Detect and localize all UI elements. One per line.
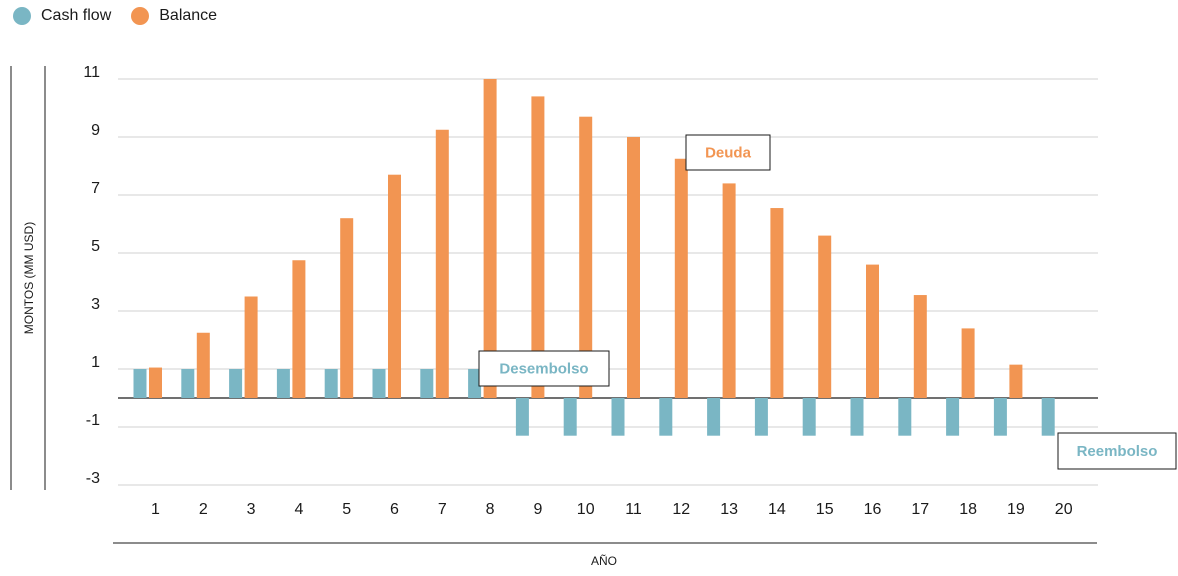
y-tick-label: 11 xyxy=(83,64,100,81)
x-tick-label: 11 xyxy=(625,501,642,518)
x-tick-label: 3 xyxy=(247,501,256,518)
bar-balance xyxy=(913,295,927,398)
bar-cash-flow xyxy=(993,398,1007,436)
y-tick-label: 3 xyxy=(91,296,100,313)
bar-cash-flow xyxy=(563,398,577,436)
bar-cash-flow xyxy=(707,398,721,436)
bar-cash-flow xyxy=(946,398,960,436)
y-tick-label: 5 xyxy=(91,238,100,255)
legend-swatch-cash-flow xyxy=(13,7,31,25)
annotation-reembolso-box xyxy=(1057,432,1177,470)
y-tick-label: -3 xyxy=(86,470,100,487)
legend-item-cash-flow: Cash flow xyxy=(13,7,111,25)
x-tick-label: 8 xyxy=(486,501,495,518)
x-tick-label: 6 xyxy=(390,501,399,518)
bar-balance xyxy=(435,129,449,398)
bar-balance xyxy=(531,96,545,399)
bar-balance xyxy=(674,158,688,398)
legend-label-cash-flow: Cash flow xyxy=(41,7,112,24)
bar-balance xyxy=(244,296,258,398)
bar-cash-flow xyxy=(372,369,386,398)
bar-cash-flow xyxy=(850,398,864,436)
bar-balance xyxy=(388,174,401,398)
bar-cash-flow xyxy=(754,398,768,436)
x-tick-label: 13 xyxy=(720,501,738,518)
bar-balance xyxy=(579,116,593,398)
bar-cash-flow xyxy=(133,369,147,398)
bar-balance xyxy=(149,367,162,398)
bar-cash-flow xyxy=(898,398,912,436)
y-tick-label: 7 xyxy=(91,180,100,197)
bar-balance xyxy=(818,235,832,398)
y-axis-title: MONTOS (MM USD) xyxy=(22,222,36,334)
bar-balance xyxy=(1009,364,1023,398)
bar-balance xyxy=(961,328,975,398)
legend-swatch-balance xyxy=(131,7,150,25)
x-tick-label: 14 xyxy=(768,501,786,518)
x-tick-label: 7 xyxy=(438,501,447,518)
annotation-desembolso-label: Desembolso xyxy=(499,361,588,378)
bar-cash-flow xyxy=(229,369,243,398)
x-axis-title: AÑO xyxy=(591,554,617,568)
x-tick-label: 19 xyxy=(1007,501,1025,518)
legend-label-balance: Balance xyxy=(159,7,218,24)
chart-legend: Cash flow Balance xyxy=(13,7,237,25)
annotation-desembolso-box xyxy=(478,350,610,387)
bar-cash-flow xyxy=(515,398,529,436)
x-tick-label: 1 xyxy=(151,501,160,518)
x-tick-label: 4 xyxy=(294,501,303,518)
bar-cash-flow xyxy=(611,398,625,436)
x-tick-label: 18 xyxy=(959,501,977,518)
x-tick-label: 2 xyxy=(199,501,208,518)
annotation-reembolso-label: Reembolso xyxy=(1077,443,1158,460)
x-tick-label: 20 xyxy=(1055,501,1073,518)
x-tick-label: 10 xyxy=(577,501,595,518)
bar-balance xyxy=(483,79,497,398)
bar-balance xyxy=(292,260,306,398)
bar-cash-flow xyxy=(1041,398,1055,436)
annotation-deuda-label: Deuda xyxy=(705,145,752,162)
x-tick-label: 9 xyxy=(533,501,542,518)
bar-cash-flow xyxy=(802,398,816,436)
x-tick-label: 17 xyxy=(911,501,929,518)
annotation-deuda-box xyxy=(685,134,771,171)
bar-cash-flow xyxy=(324,369,338,398)
bar-cash-flow xyxy=(468,369,482,398)
bar-cash-flow xyxy=(659,398,673,436)
bar-balance xyxy=(627,137,640,398)
bar-balance xyxy=(770,208,784,398)
bar-balance xyxy=(866,264,879,398)
y-tick-label: 1 xyxy=(91,354,100,371)
legend-item-balance: Balance xyxy=(131,7,217,25)
bar-balance xyxy=(722,183,736,398)
x-tick-label: 5 xyxy=(342,501,351,518)
bar-balance xyxy=(340,218,354,398)
x-tick-label: 15 xyxy=(816,501,834,518)
y-tick-label: -1 xyxy=(86,412,100,429)
x-tick-label: 16 xyxy=(864,501,882,518)
x-tick-label: 12 xyxy=(672,501,690,518)
bar-cash-flow xyxy=(181,369,195,398)
y-tick-label: 9 xyxy=(91,122,100,139)
bar-cash-flow xyxy=(276,369,290,398)
bar-balance xyxy=(196,332,210,398)
bar-cash-flow xyxy=(420,369,434,398)
